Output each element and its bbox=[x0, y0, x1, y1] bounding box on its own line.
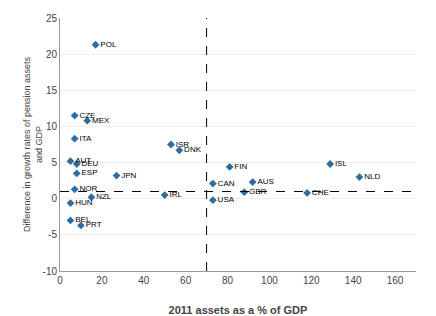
svg-text:CZE: CZE bbox=[79, 111, 95, 120]
svg-text:ESP: ESP bbox=[82, 168, 98, 177]
svg-text:NLD: NLD bbox=[364, 172, 380, 181]
svg-text:20: 20 bbox=[96, 275, 108, 286]
svg-text:0: 0 bbox=[51, 193, 57, 204]
svg-text:ITA: ITA bbox=[79, 134, 92, 143]
svg-text:2011 assets as a % of GDP: 2011 assets as a % of GDP bbox=[169, 304, 308, 316]
svg-text:GBR: GBR bbox=[249, 187, 267, 196]
svg-text:120: 120 bbox=[303, 275, 320, 286]
svg-text:Difference in growth rates of: Difference in growth rates of pension as… bbox=[22, 57, 44, 232]
svg-text:80: 80 bbox=[222, 275, 234, 286]
svg-text:140: 140 bbox=[345, 275, 362, 286]
svg-text:DNK: DNK bbox=[184, 145, 202, 154]
svg-text:100: 100 bbox=[261, 275, 278, 286]
svg-text:AUT: AUT bbox=[75, 156, 91, 165]
svg-text:40: 40 bbox=[138, 275, 150, 286]
svg-text:CAN: CAN bbox=[218, 179, 235, 188]
svg-text:HUN: HUN bbox=[75, 198, 93, 207]
svg-text:25: 25 bbox=[46, 13, 58, 24]
svg-text:NOR: NOR bbox=[79, 184, 97, 193]
svg-text:AUS: AUS bbox=[257, 177, 273, 186]
svg-text:160: 160 bbox=[387, 275, 404, 286]
svg-text:5: 5 bbox=[51, 157, 57, 168]
svg-text:ISR: ISR bbox=[176, 140, 190, 149]
svg-text:BEL: BEL bbox=[75, 215, 91, 224]
svg-text:15: 15 bbox=[46, 85, 58, 96]
svg-text:DEU: DEU bbox=[82, 159, 99, 168]
svg-text:10: 10 bbox=[46, 121, 58, 132]
svg-text:JPN: JPN bbox=[121, 171, 136, 180]
svg-text:FIN: FIN bbox=[234, 162, 247, 171]
svg-text:20: 20 bbox=[46, 49, 58, 60]
svg-text:USA: USA bbox=[218, 195, 235, 204]
svg-text:MEX: MEX bbox=[92, 116, 110, 125]
svg-text:NZL: NZL bbox=[96, 192, 112, 201]
svg-text:0: 0 bbox=[57, 275, 63, 286]
svg-text:POL: POL bbox=[100, 40, 117, 49]
svg-text:CHE: CHE bbox=[312, 188, 329, 197]
svg-text:PRT: PRT bbox=[86, 220, 102, 229]
svg-text:ISL: ISL bbox=[335, 159, 348, 168]
svg-text:IRL: IRL bbox=[169, 190, 182, 199]
svg-text:-10: -10 bbox=[43, 266, 58, 277]
svg-text:60: 60 bbox=[180, 275, 192, 286]
svg-text:-5: -5 bbox=[48, 229, 57, 240]
